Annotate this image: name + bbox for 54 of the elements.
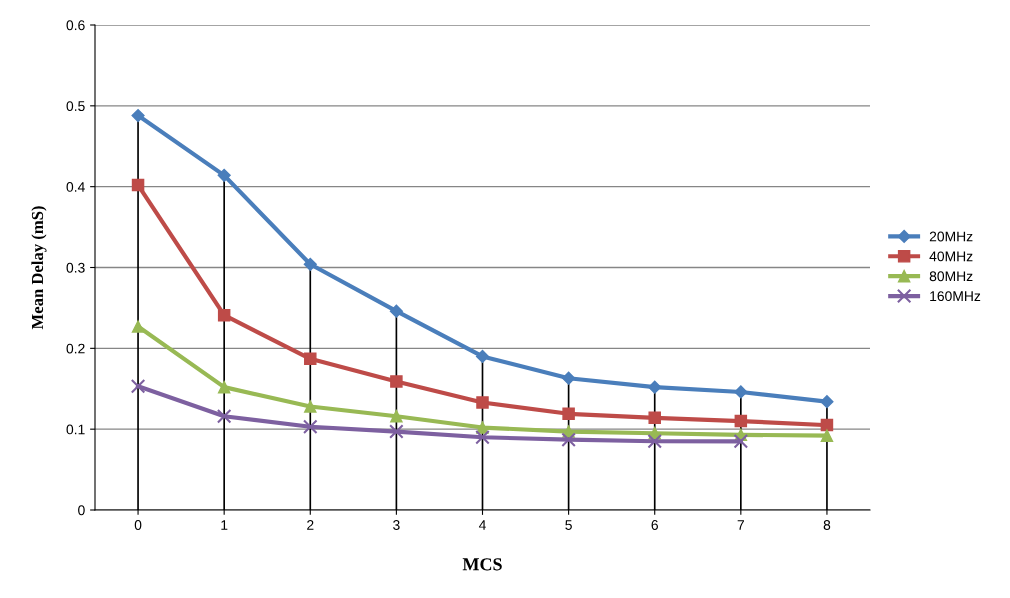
point <box>476 421 489 434</box>
x-tick-label: 5 <box>565 520 572 530</box>
y-tick-label: 0.2 <box>66 343 85 354</box>
y-axis-title: Mean Delay (mS) <box>31 206 47 330</box>
point <box>648 411 661 425</box>
x-axis-title: MCS <box>462 558 502 571</box>
legend-label: 40MHz <box>929 251 973 262</box>
legend-label: 80MHz <box>929 271 973 282</box>
x-tick-label: 1 <box>221 520 228 530</box>
point <box>820 418 834 432</box>
point <box>647 434 663 449</box>
point <box>389 424 404 439</box>
point <box>390 375 403 388</box>
point <box>475 349 490 364</box>
x-tick-label: 8 <box>823 520 831 530</box>
point <box>130 379 146 394</box>
point <box>734 414 748 428</box>
legend-label: 20MHz <box>929 231 973 242</box>
y-tick-label: 0.4 <box>66 182 85 192</box>
point <box>131 320 145 333</box>
y-tick-label: 0.5 <box>66 101 85 111</box>
y-tick-label: 0.1 <box>66 424 85 435</box>
point <box>820 395 834 409</box>
x-tick-label: 6 <box>651 520 658 530</box>
point <box>562 371 576 385</box>
point <box>562 407 575 421</box>
y-tick-label: 0.6 <box>66 20 85 31</box>
legend-label: 160MHz <box>930 291 981 302</box>
point <box>131 178 145 192</box>
point <box>476 396 489 409</box>
point <box>304 352 317 366</box>
y-tick-label: 0.3 <box>66 262 85 273</box>
point <box>217 380 231 394</box>
point <box>389 304 403 318</box>
point <box>390 409 403 423</box>
point <box>304 400 317 413</box>
point <box>648 380 662 394</box>
x-tick-label: 3 <box>393 520 400 530</box>
point <box>302 419 318 435</box>
point <box>475 429 490 445</box>
point <box>733 434 749 449</box>
x-tick-label: 4 <box>478 520 486 530</box>
y-tick-label: 0 <box>78 505 85 516</box>
point <box>734 385 748 399</box>
x-tick-label: 0 <box>134 520 142 530</box>
point <box>303 257 317 271</box>
point <box>216 408 232 424</box>
point <box>820 429 834 442</box>
x-tick-label: 7 <box>737 520 744 530</box>
point <box>217 168 231 182</box>
point <box>217 308 231 322</box>
point <box>131 108 145 123</box>
point <box>561 432 576 447</box>
x-tick-label: 2 <box>307 520 314 530</box>
